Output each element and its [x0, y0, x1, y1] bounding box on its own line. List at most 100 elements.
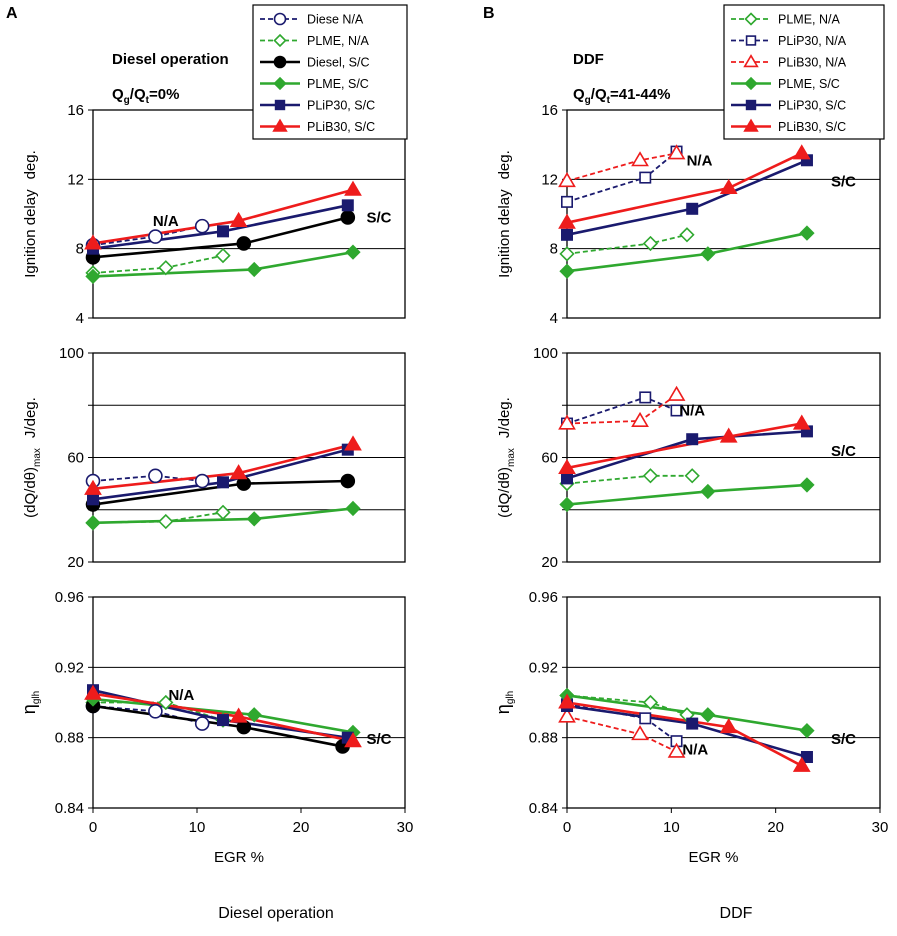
- data-point: [558, 172, 576, 188]
- y-tick-label: 0.84: [529, 800, 558, 817]
- y-tick-label: 0.92: [55, 659, 84, 676]
- data-point: [246, 511, 262, 527]
- data-point: [558, 693, 576, 709]
- series-line-plme-n-a: [566, 233, 688, 255]
- legend-marker: [744, 76, 758, 91]
- series-line-plib30-s-c: [566, 422, 802, 470]
- series-line-plme-n-a: [92, 254, 224, 274]
- series-line-plib30-n-a: [566, 152, 677, 182]
- data-point: [558, 458, 576, 474]
- y-tick-label: 0.84: [55, 800, 84, 817]
- legend-label: Diesel, S/C: [307, 56, 370, 70]
- data-point: [631, 151, 649, 167]
- data-point: [194, 218, 210, 234]
- x-tick-label: 10: [663, 819, 680, 836]
- data-point: [148, 703, 163, 719]
- panel-A: A Diesel operation Qg/Qt=0% Diese N/A PLME, …: [6, 4, 408, 922]
- series-line-diese-n-a: [92, 225, 203, 247]
- legend-label: PLiB30, N/A: [778, 56, 847, 70]
- legend-marker: [273, 76, 287, 91]
- chart-B-ignition: 4 8 12 16 N/A S/C Ignition delaydeg.: [496, 102, 881, 327]
- data-point: [217, 714, 230, 727]
- data-point: [719, 427, 738, 443]
- annotation-sc: S/C: [831, 731, 856, 748]
- y-tick-label: 60: [67, 450, 84, 467]
- data-point: [84, 234, 102, 250]
- panel-caption: DDF: [720, 905, 753, 922]
- annotation-na: N/A: [153, 213, 179, 230]
- data-point: [246, 261, 262, 278]
- data-point: [558, 213, 576, 229]
- annotation-sc: S/C: [366, 731, 391, 748]
- data-point: [215, 504, 231, 520]
- x-axis-label: EGR %: [688, 849, 738, 866]
- data-point: [559, 496, 575, 513]
- y-tick-label: 12: [67, 171, 84, 188]
- data-point: [700, 246, 716, 262]
- data-point: [158, 694, 174, 711]
- legend-label: PLiP30, S/C: [307, 99, 375, 113]
- data-point: [639, 171, 652, 184]
- data-point: [340, 473, 356, 489]
- y-axis-label: ηglh: [493, 691, 516, 714]
- legend-marker: [272, 118, 288, 132]
- y-tick-label: 0.96: [55, 589, 84, 606]
- plot-frame: [92, 109, 406, 319]
- x-tick-label: 30: [397, 819, 414, 836]
- series-line-plme-s-c: [566, 483, 808, 506]
- data-point: [217, 225, 230, 238]
- x-tick-label: 20: [767, 819, 784, 836]
- chart-A-heat: 20 60 100 (dQ/dθ)maxJ/deg.: [22, 345, 406, 571]
- chart-A-efficiency: 0.84 0.88 0.92 0.96 0 10 20 30 N/A S/C ηglh EGR %: [19, 589, 413, 866]
- panel-letter: B: [483, 5, 495, 22]
- data-point: [84, 684, 102, 700]
- legend-box: [723, 4, 885, 140]
- y-axis-label: ηglh: [19, 691, 42, 714]
- data-point: [639, 391, 652, 404]
- data-point: [719, 178, 738, 195]
- data-point: [799, 723, 815, 739]
- y-tick-label: 16: [67, 102, 84, 119]
- data-point: [792, 756, 811, 772]
- chart-B-heat: 20 60 100 N/A S/C (dQ/dθ)maxJ/deg.: [496, 345, 881, 571]
- data-point: [700, 483, 716, 500]
- legend: PLME, N/A PLiP30, N/A PLiB30, N/A PLME, S/C…: [723, 4, 885, 140]
- data-point: [792, 144, 811, 160]
- legend-label: PLiP30, N/A: [778, 34, 847, 48]
- annotation-sc: S/C: [831, 173, 856, 190]
- legend-marker: [273, 33, 287, 48]
- y-tick-label: 100: [533, 345, 558, 362]
- y-axis-label: (dQ/dθ)maxJ/deg.: [22, 397, 43, 518]
- x-tick-label: 0: [89, 819, 97, 836]
- panel-title: DDF: [573, 51, 604, 68]
- y-tick-label: 60: [541, 450, 558, 467]
- data-point: [344, 180, 362, 196]
- series-line-plme-n-a: [566, 474, 693, 485]
- annotation-na: N/A: [687, 152, 713, 169]
- data-point: [670, 404, 683, 417]
- data-point: [194, 716, 210, 731]
- data-point: [217, 476, 230, 489]
- legend-label: Diese N/A: [307, 13, 364, 27]
- data-point: [631, 411, 649, 427]
- data-point: [700, 707, 716, 723]
- data-point: [686, 433, 699, 446]
- data-point: [85, 268, 101, 285]
- data-point: [345, 244, 361, 260]
- y-tick-label: 4: [76, 310, 84, 327]
- data-point: [642, 235, 659, 252]
- y-tick-label: 16: [541, 102, 558, 119]
- y-axis-label: (dQ/dθ)maxJ/deg.: [496, 397, 517, 518]
- panel-B: B DDF Qg/Qt=41-44% PLME, N/A PLiP30, N/A PLiB…: [483, 4, 885, 922]
- data-point: [85, 515, 101, 531]
- legend-label: PLME, N/A: [307, 34, 369, 48]
- data-point: [792, 414, 811, 430]
- data-point: [686, 717, 699, 730]
- legend-label: PLiB30, S/C: [778, 120, 846, 134]
- data-point: [87, 493, 100, 506]
- data-point: [229, 707, 248, 723]
- data-point: [667, 742, 686, 758]
- data-point: [246, 707, 262, 723]
- x-tick-label: 30: [872, 819, 889, 836]
